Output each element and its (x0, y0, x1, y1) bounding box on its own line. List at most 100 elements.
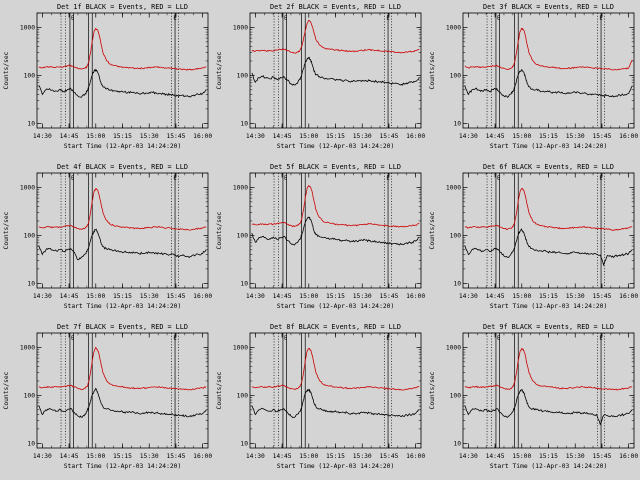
series-events (38, 387, 207, 418)
flag-label: E (386, 176, 389, 182)
x-tick-label: 15:30 (140, 293, 159, 300)
y-tick-label: 10 (240, 441, 248, 448)
y-tick-label: 100 (24, 233, 36, 240)
x-tick-label: 15:30 (566, 453, 585, 460)
axes-frame (36, 12, 209, 129)
y-axis-label: Counts/sec (216, 51, 223, 89)
x-tick-label: 16:00 (406, 453, 425, 460)
panel-title: Det 2f BLACK = Events, RED = LLD (270, 3, 401, 11)
plot-panel-3: 14:30 14:45 15:00 15:15 15:30 15:45 16:00 10 100… (429, 3, 638, 150)
x-tick-label: 14:30 (246, 133, 265, 140)
series-lld (251, 184, 420, 228)
flag-label: E (71, 176, 74, 182)
y-axis-label: Counts/sec (3, 211, 10, 249)
panel-title: Det 6f BLACK = Events, RED = LLD (483, 163, 614, 171)
x-tick-label: 15:30 (566, 293, 585, 300)
axes-frame (249, 12, 422, 129)
y-tick-label: 1000 (20, 345, 35, 352)
series-events (251, 56, 420, 86)
series-lld (464, 27, 633, 71)
x-tick-label: 14:45 (486, 133, 505, 140)
x-tick-label: 16:00 (619, 293, 638, 300)
x-tick-label: 15:00 (299, 133, 318, 140)
y-axis-label: Counts/sec (216, 371, 223, 409)
y-tick-label: 1000 (233, 345, 248, 352)
plot-panel-9: 14:30 14:45 15:00 15:15 15:30 15:45 16:00 10 100… (429, 323, 638, 470)
y-tick-label: 1000 (20, 185, 35, 192)
panel-title: Det 8f BLACK = Events, RED = LLD (270, 323, 401, 331)
flag-label: E (599, 336, 602, 342)
flag-label: E (599, 176, 602, 182)
y-tick-label: 100 (450, 393, 462, 400)
x-tick-label: 16:00 (193, 293, 212, 300)
series-lld (38, 27, 207, 71)
y-tick-label: 1000 (20, 25, 35, 32)
flag-label: E (284, 336, 287, 342)
y-tick-label: 100 (450, 233, 462, 240)
series-events (251, 216, 420, 246)
axes-frame (249, 172, 422, 289)
plot-panel-6: 14:30 14:45 15:00 15:15 15:30 15:45 16:00 10 100… (429, 163, 638, 310)
y-tick-label: 10 (27, 441, 35, 448)
x-tick-label: 16:00 (406, 133, 425, 140)
x-tick-label: 14:45 (486, 293, 505, 300)
x-tick-label: 15:30 (566, 133, 585, 140)
series-lld (38, 346, 207, 391)
x-axis-label: Start Time (12-Apr-03 14:24:20) (490, 143, 608, 150)
x-tick-label: 16:00 (619, 133, 638, 140)
x-tick-label: 15:15 (113, 133, 132, 140)
plot-panel-5: 14:30 14:45 15:00 15:15 15:30 15:45 16:00 10 100… (216, 163, 425, 310)
flag-label: E (173, 16, 176, 22)
x-axis-label: Start Time (12-Apr-03 14:24:20) (64, 143, 182, 150)
panel-title: Det 9f BLACK = Events, RED = LLD (483, 323, 614, 331)
axes-frame (36, 332, 209, 449)
series-events (464, 68, 633, 98)
series-events (38, 68, 207, 98)
panel-title: Det 1f BLACK = Events, RED = LLD (57, 3, 188, 11)
series-lld (464, 187, 633, 231)
x-axis-label: Start Time (12-Apr-03 14:24:20) (64, 463, 182, 470)
y-tick-label: 100 (450, 73, 462, 80)
y-tick-label: 1000 (233, 185, 248, 192)
x-tick-label: 15:45 (592, 133, 611, 140)
x-tick-label: 15:45 (166, 133, 185, 140)
flag-label: E (599, 16, 602, 22)
y-axis-label: Counts/sec (429, 51, 436, 89)
axes-frame (462, 12, 635, 129)
x-tick-label: 15:30 (140, 133, 159, 140)
series-events (464, 228, 633, 267)
x-tick-label: 15:00 (512, 293, 531, 300)
x-tick-label: 15:15 (326, 453, 345, 460)
x-axis-label: Start Time (12-Apr-03 14:24:20) (277, 463, 395, 470)
axes-frame (249, 332, 422, 449)
x-tick-label: 15:30 (353, 133, 372, 140)
x-tick-label: 14:30 (246, 293, 265, 300)
x-tick-label: 16:00 (193, 453, 212, 460)
x-axis-label: Start Time (12-Apr-03 14:24:20) (64, 303, 182, 310)
y-tick-label: 100 (237, 393, 249, 400)
x-axis-label: Start Time (12-Apr-03 14:24:20) (490, 303, 608, 310)
x-tick-label: 15:15 (326, 293, 345, 300)
flag-label: E (284, 16, 287, 22)
x-tick-label: 15:00 (86, 453, 105, 460)
plot-panel-7: 14:30 14:45 15:00 15:15 15:30 15:45 16:00 10 100… (3, 323, 212, 470)
y-axis-label: Counts/sec (429, 371, 436, 409)
series-events (251, 388, 420, 419)
plot-panel-1: 14:30 14:45 15:00 15:15 15:30 15:45 16:00 10 100… (3, 3, 212, 150)
x-tick-label: 16:00 (193, 133, 212, 140)
x-tick-label: 15:00 (86, 133, 105, 140)
x-tick-label: 14:30 (459, 293, 478, 300)
x-tick-label: 15:15 (326, 133, 345, 140)
flag-label: E (173, 176, 176, 182)
x-tick-label: 15:30 (140, 453, 159, 460)
y-tick-label: 100 (237, 233, 249, 240)
series-lld (251, 347, 420, 391)
x-tick-label: 14:45 (486, 453, 505, 460)
x-tick-label: 15:45 (592, 293, 611, 300)
panel-title: Det 3f BLACK = Events, RED = LLD (483, 3, 614, 11)
panel-title: Det 5f BLACK = Events, RED = LLD (270, 163, 401, 171)
x-tick-label: 14:45 (60, 453, 79, 460)
x-tick-label: 15:00 (512, 133, 531, 140)
y-axis-label: Counts/sec (216, 211, 223, 249)
axes-frame (462, 332, 635, 449)
